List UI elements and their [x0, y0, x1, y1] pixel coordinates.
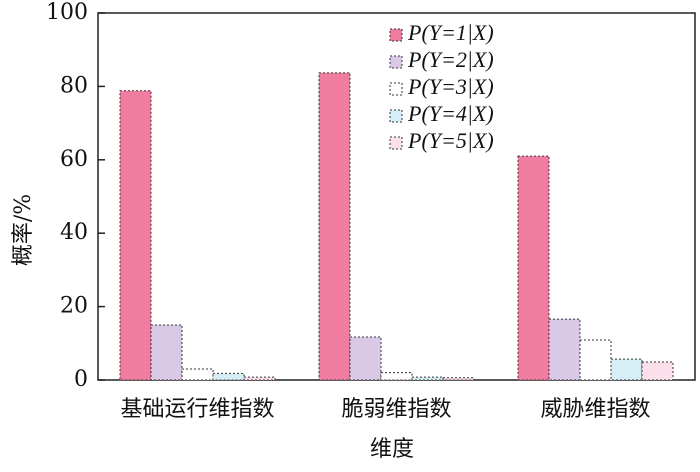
legend-label: P(Y=2|X) — [407, 47, 494, 72]
bar — [181, 368, 214, 381]
y-tick-label: 0 — [74, 367, 88, 392]
y-tick-label: 60 — [60, 147, 88, 172]
bar — [318, 72, 351, 381]
legend-swatch — [389, 82, 403, 96]
x-tick-label: 基础运行维指数 — [120, 397, 274, 422]
bar — [380, 372, 413, 381]
bar — [517, 155, 550, 381]
y-tick-label: 80 — [60, 73, 88, 98]
bar — [610, 358, 643, 381]
y-tick-label: 20 — [60, 294, 88, 319]
legend-swatch — [389, 109, 403, 123]
y-tick-label: 40 — [60, 220, 88, 245]
legend-swatch — [389, 55, 403, 69]
legend-label: P(Y=1|X) — [407, 20, 494, 45]
bar — [641, 361, 674, 381]
legend-swatch — [389, 28, 403, 42]
bar — [442, 377, 475, 381]
legend-label: P(Y=5|X) — [407, 128, 494, 153]
x-tick-label: 威胁维指数 — [540, 397, 650, 422]
legend-swatch — [389, 136, 403, 150]
y-tick-label: 100 — [46, 0, 88, 25]
bar — [548, 318, 581, 381]
bar — [349, 336, 382, 381]
bar — [411, 376, 444, 381]
bar — [150, 324, 183, 381]
x-axis-label: 维度 — [370, 437, 414, 462]
y-axis-label: 概率/% — [11, 194, 36, 266]
legend-label: P(Y=3|X) — [407, 74, 494, 99]
bar — [243, 376, 276, 381]
legend-label: P(Y=4|X) — [407, 101, 494, 126]
bar — [119, 90, 152, 381]
x-tick-label: 脆弱维指数 — [341, 397, 451, 422]
bar — [212, 372, 245, 381]
bar — [579, 339, 612, 381]
